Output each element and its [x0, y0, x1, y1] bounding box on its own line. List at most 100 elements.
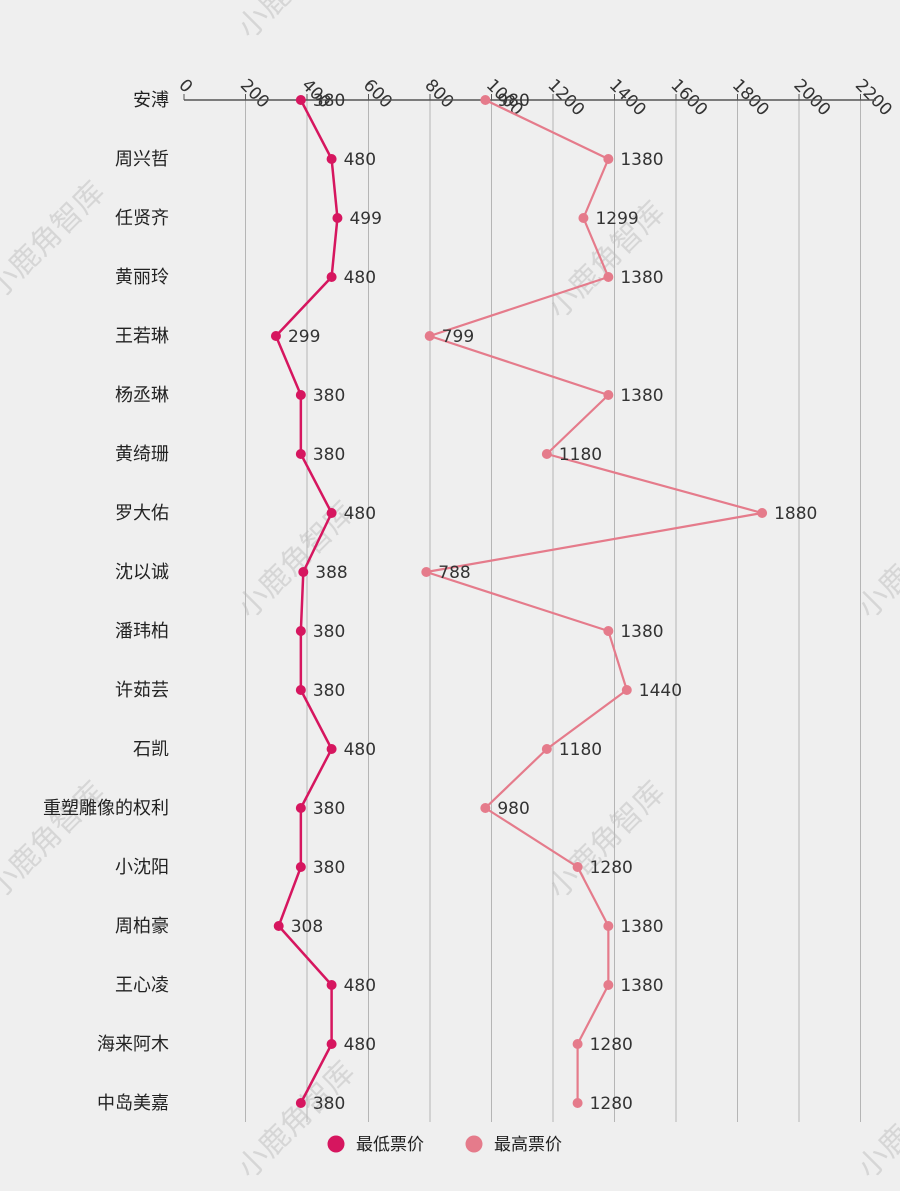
data-point — [541, 744, 552, 754]
category-label: 石凯 — [133, 739, 169, 760]
data-point — [572, 1039, 583, 1049]
x-axis: 0 200 400 600 800 1000 1200 1400 1600 1800 2000 220… — [174, 75, 895, 120]
data-point — [326, 508, 337, 518]
data-label: 380 — [313, 622, 345, 642]
watermark-text: 小鹿角智库 — [231, 0, 362, 46]
data-label: 1380 — [620, 917, 663, 937]
category-labels: 安溥周兴哲任贤齐黄丽玲王若琳杨丞琳黄绮珊罗大佑沈以诚潘玮柏许茹芸石凯重塑雕像的权… — [43, 90, 169, 1114]
data-label: 1280 — [590, 1094, 633, 1114]
category-label: 杨丞琳 — [115, 385, 169, 406]
category-label: 海来阿木 — [97, 1034, 169, 1055]
data-point — [603, 390, 614, 400]
data-point — [295, 685, 306, 695]
category-label: 罗大佑 — [115, 503, 169, 524]
x-tick-label: 800 — [420, 75, 457, 112]
data-label: 299 — [288, 327, 320, 347]
gridlines — [245, 100, 861, 1122]
data-label: 1280 — [590, 1035, 633, 1055]
data-point — [603, 626, 614, 636]
watermark-text: 小鹿角智库 — [851, 1055, 900, 1186]
data-label: 1380 — [620, 976, 663, 996]
data-point — [424, 331, 435, 341]
category-label: 小沈阳 — [115, 857, 169, 878]
data-point — [298, 567, 309, 577]
data-point — [326, 744, 337, 754]
x-tick-label: 200 — [236, 75, 273, 112]
legend: 最低票价 最高票价 — [327, 1135, 562, 1155]
data-point — [273, 921, 284, 931]
category-label: 周柏豪 — [115, 916, 169, 937]
x-tick-label: 1600 — [666, 75, 711, 120]
data-point — [332, 213, 343, 223]
category-label: 王若琳 — [115, 326, 169, 347]
data-point — [572, 862, 583, 872]
x-tick-label: 2200 — [851, 75, 896, 120]
data-point — [326, 1039, 337, 1049]
watermark-text: 小鹿角智库 — [541, 775, 672, 906]
series-layer: 380 480 499 480 299 380 380 480 388 380 380 480 380 3… — [270, 91, 817, 1114]
series-line — [274, 99, 339, 1104]
data-label: 480 — [344, 150, 376, 170]
data-label: 380 — [313, 386, 345, 406]
data-label: 1440 — [639, 681, 682, 701]
x-tick-label: 600 — [359, 75, 396, 112]
data-label: 499 — [349, 209, 381, 229]
x-tick-label: 0 — [174, 75, 196, 97]
x-tick-label: 1400 — [605, 75, 650, 120]
category-label: 黄丽玲 — [115, 267, 169, 288]
data-label: 380 — [313, 1094, 345, 1114]
data-label: 380 — [313, 445, 345, 465]
category-label: 任贤齐 — [115, 208, 169, 229]
data-point — [326, 154, 337, 164]
data-label: 480 — [344, 740, 376, 760]
data-label: 380 — [313, 681, 345, 701]
data-label: 480 — [344, 268, 376, 288]
data-point — [295, 1098, 306, 1108]
data-label: 980 — [497, 799, 529, 819]
watermark-text: 小鹿角智库 — [0, 175, 112, 306]
data-point — [295, 803, 306, 813]
series-line — [425, 99, 764, 1103]
data-point — [572, 1098, 583, 1108]
watermark-text: 小鹿角智库 — [231, 495, 362, 626]
data-point — [480, 95, 491, 105]
x-tick-label: 1800 — [728, 75, 773, 120]
data-label: 788 — [438, 563, 470, 583]
watermark-text: 小鹿角智库 — [231, 1055, 362, 1186]
data-point — [421, 567, 432, 577]
data-label: 380 — [313, 91, 345, 111]
data-point — [541, 449, 552, 459]
x-tick-label: 2000 — [789, 75, 834, 120]
data-point — [603, 272, 614, 282]
data-point — [295, 95, 306, 105]
data-point — [295, 449, 306, 459]
category-label: 中岛美嘉 — [97, 1093, 169, 1114]
legend-label: 最高票价 — [494, 1135, 562, 1155]
data-label: 1380 — [620, 386, 663, 406]
series-2: 980 1380 1299 1380 799 1380 1180 1880 788 1380 144… — [421, 91, 817, 1114]
data-label: 1380 — [620, 150, 663, 170]
category-label: 重塑雕像的权利 — [43, 798, 169, 819]
legend-label: 最低票价 — [356, 1135, 424, 1155]
category-label: 许茹芸 — [115, 680, 169, 701]
data-label: 1180 — [559, 445, 602, 465]
data-point — [326, 272, 337, 282]
series-1: 380 480 499 480 299 380 380 480 388 380 380 480 380 3… — [270, 91, 382, 1114]
data-point — [326, 980, 337, 990]
data-point — [270, 331, 281, 341]
category-label: 周兴哲 — [115, 149, 169, 170]
category-label: 沈以诚 — [115, 562, 169, 583]
data-label: 980 — [497, 91, 529, 111]
legend-marker — [327, 1135, 345, 1153]
data-label: 480 — [344, 976, 376, 996]
data-point — [757, 508, 768, 518]
data-point — [295, 626, 306, 636]
watermark-text: 小鹿角智库 — [851, 495, 900, 626]
data-label: 308 — [291, 917, 323, 937]
data-label: 388 — [315, 563, 347, 583]
data-point — [480, 803, 491, 813]
data-point — [603, 154, 614, 164]
